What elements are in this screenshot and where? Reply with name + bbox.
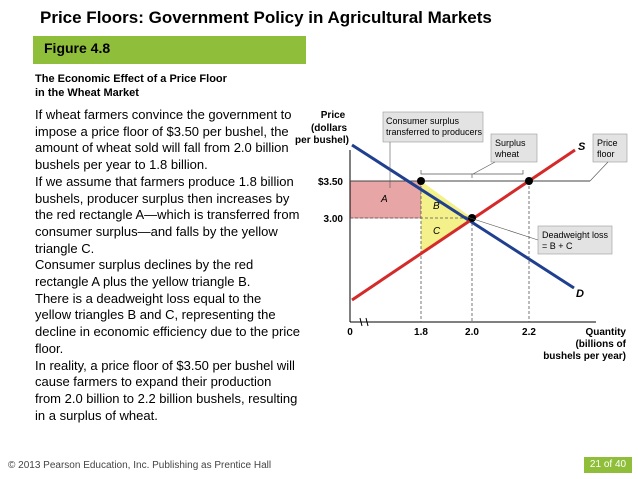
slide-title: Price Floors: Government Policy in Agric… <box>40 8 492 27</box>
y-axis-label-line-3: per bushel) <box>295 135 349 146</box>
callout-consumer-surplus-line-1: Consumer surplus <box>386 116 460 126</box>
copyright-footer: © 2013 Pearson Education, Inc. Publishin… <box>8 460 272 471</box>
callout-surplus-line-1: Surplus <box>495 138 526 148</box>
x-tick-2-2: 2.2 <box>522 327 536 338</box>
callout-consumer-surplus-line-2: transferred to producers <box>386 127 483 137</box>
callout-deadweight-line-1: Deadweight loss <box>542 230 609 240</box>
x-axis-label-line-3: bushels per year) <box>543 351 626 362</box>
demand-label: D <box>576 288 584 300</box>
y-tick-3-00: 3.00 <box>324 214 344 225</box>
figure-label-bar <box>33 36 306 64</box>
body-paragraph: If wheat farmers convince the government… <box>35 107 292 173</box>
demand-curve <box>351 143 575 290</box>
callout-price-floor-line-2: floor <box>597 149 615 159</box>
callout-surplus-pointer <box>472 161 496 175</box>
figure-label: Figure 4.8 <box>44 40 111 56</box>
area-a-label: A <box>380 194 388 205</box>
callout-price-floor-line-1: Price <box>597 138 618 148</box>
supply-curve <box>351 148 576 302</box>
y-tick-3-50: $3.50 <box>318 177 343 188</box>
body-paragraph: There is a deadweight loss equal to the … <box>35 290 300 356</box>
page-number-badge: 21 of 40 <box>584 457 632 473</box>
callout-deadweight-loss <box>537 225 613 255</box>
equilibrium-point <box>468 214 476 222</box>
body-paragraph: In reality, a price floor of $3.50 per b… <box>35 357 298 423</box>
callout-deadweight-pointer <box>457 213 539 241</box>
figure-caption-line-1: The Economic Effect of a Price Floor <box>35 73 227 85</box>
x-axis-label-line-1: Quantity <box>585 327 626 338</box>
price-floor-supply-point <box>525 177 533 185</box>
supply-label: S <box>578 141 586 153</box>
callout-price-floor-pointer <box>589 161 609 182</box>
x-axis-label-line-2: (billions of <box>575 339 626 350</box>
axis-break <box>359 317 369 327</box>
body-paragraph: Consumer surplus declines by the red rec… <box>35 257 254 290</box>
callout-consumer-surplus <box>382 111 484 143</box>
y-axis-label-line-2: (dollars <box>311 123 348 134</box>
x-tick-1-8: 1.8 <box>414 327 428 338</box>
body-paragraph: If we assume that farmers produce 1.8 bi… <box>35 173 300 256</box>
figure-caption: The Economic Effect of a Price Floor in … <box>35 72 227 100</box>
area-b-label: B <box>433 201 440 212</box>
body-text: If wheat farmers convince the government… <box>35 107 300 424</box>
callout-deadweight-line-2: = B + C <box>542 241 573 251</box>
price-floor-demand-point <box>417 177 425 185</box>
x-tick-2-0: 2.0 <box>465 327 479 338</box>
x-tick-0: 0 <box>347 327 353 338</box>
surplus-bracket <box>420 170 524 178</box>
callout-price-floor <box>592 133 628 163</box>
area-b <box>421 181 472 218</box>
callout-surplus-wheat <box>490 133 538 163</box>
area-c-label: C <box>433 226 441 237</box>
callout-surplus-line-2: wheat <box>494 149 520 159</box>
figure-caption-line-2: in the Wheat Market <box>35 87 139 99</box>
y-axis-label-line-1: Price <box>321 110 346 121</box>
